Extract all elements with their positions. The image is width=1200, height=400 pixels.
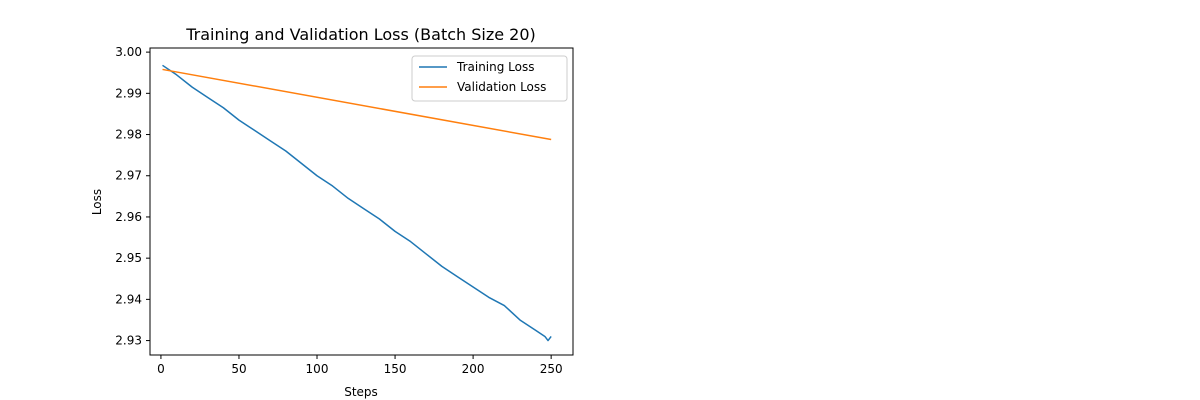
legend: Training Loss Validation Loss — [411, 55, 568, 102]
series-layer — [162, 64, 552, 342]
plot-frame — [149, 47, 574, 356]
y-tick-label: 2.98 — [115, 128, 142, 142]
chart-title: Training and Validation Loss (Batch Size… — [185, 25, 536, 44]
x-tick-label: 250 — [540, 362, 563, 376]
y-tick-label: 2.96 — [115, 210, 142, 224]
legend-entry: Validation Loss — [457, 80, 546, 94]
x-tick-label: 100 — [306, 362, 329, 376]
y-tick-label: 2.94 — [115, 292, 142, 306]
y-tick-label: 2.99 — [115, 86, 142, 100]
legend-entry: Training Loss — [456, 60, 534, 74]
y-tick-label: 2.95 — [115, 251, 142, 265]
y-axis: 2.93 2.94 2.95 2.96 2.97 2.98 2.99 3.00 — [115, 45, 150, 348]
y-tick-label: 2.93 — [115, 334, 142, 348]
x-tick-label: 200 — [462, 362, 485, 376]
x-tick-label: 50 — [231, 362, 246, 376]
x-axis-label: Steps — [344, 385, 378, 399]
x-tick-label: 0 — [157, 362, 165, 376]
y-tick-label: 2.97 — [115, 169, 142, 183]
x-tick-label: 150 — [384, 362, 407, 376]
series-line-training-loss — [162, 64, 552, 342]
x-axis: 0 50 100 150 200 250 — [157, 355, 563, 376]
series-line-validation-loss — [162, 68, 552, 141]
legend-box — [411, 55, 568, 102]
y-tick-label: 3.00 — [115, 45, 142, 59]
y-axis-label: Loss — [90, 189, 104, 215]
